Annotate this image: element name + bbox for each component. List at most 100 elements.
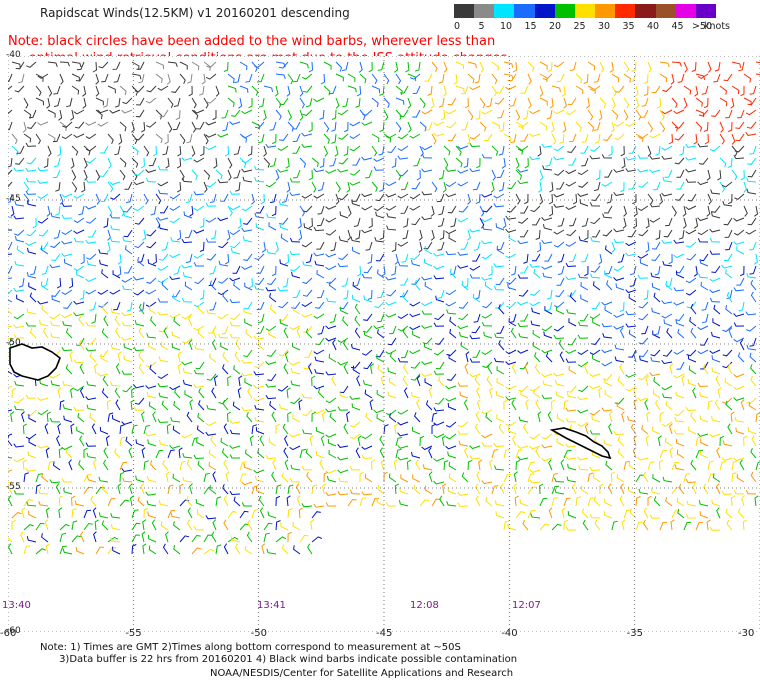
wind-barb: [110, 344, 121, 351]
wind-barb: [244, 318, 253, 327]
wind-barb: [35, 484, 41, 495]
wind-barb: [74, 500, 85, 507]
wind-barb: [603, 133, 613, 141]
wind-barb: [371, 181, 378, 192]
wind-barb: [142, 543, 147, 555]
wind-barb: [267, 373, 277, 382]
wind-barb: [78, 205, 85, 216]
wind-barb: [433, 370, 445, 375]
wind-barb: [613, 430, 625, 436]
wind-barb: [469, 168, 481, 173]
wind-barb: [343, 145, 349, 157]
wind-barb: [119, 121, 127, 132]
wind-barb: [325, 433, 337, 438]
wind-barb: [119, 436, 126, 447]
wind-barb: [447, 373, 457, 381]
wind-barb: [697, 238, 709, 243]
wind-barb: [629, 265, 637, 276]
wind-barb: [517, 240, 529, 245]
wind-barb: [328, 85, 337, 95]
wind-barb: [53, 85, 61, 95]
wind-barb: [749, 265, 757, 275]
wind-barb: [13, 457, 25, 463]
wind-barb: [227, 169, 232, 181]
wind-barb: [94, 519, 99, 531]
wind-barb: [161, 241, 169, 251]
wind-barb: [275, 423, 280, 434]
wind-barb: [537, 411, 542, 423]
wind-barb: [565, 241, 577, 247]
wind-barb: [475, 109, 481, 121]
wind-barb: [37, 121, 49, 126]
pass-time-label: 12:07: [512, 600, 541, 611]
wind-barb: [85, 442, 97, 447]
wind-barb: [169, 445, 181, 449]
wind-barb: [542, 165, 553, 171]
wind-barb: [339, 385, 349, 394]
wind-barb: [305, 253, 313, 264]
wind-barb: [14, 235, 25, 243]
wind-barb: [349, 181, 361, 186]
wind-barb: [632, 193, 637, 205]
wind-barb: [373, 409, 385, 414]
wind-barb: [589, 349, 601, 356]
wind-barb: [686, 349, 697, 357]
wind-barb: [469, 373, 481, 378]
wind-barb: [577, 456, 589, 461]
wind-barb: [691, 61, 697, 72]
wind-barb: [653, 376, 661, 387]
wind-barb: [235, 181, 241, 192]
wind-barb: [721, 181, 733, 188]
wind-barb: [98, 301, 109, 308]
wind-barb: [74, 121, 85, 129]
wind-barb: [659, 109, 665, 121]
wind-barb: [410, 373, 421, 381]
wind-barb: [285, 157, 290, 169]
wind-barb: [218, 397, 229, 405]
wind-barb: [707, 61, 712, 73]
wind-barb: [666, 328, 673, 339]
wind-barb: [109, 109, 121, 114]
wind-barb: [49, 479, 61, 484]
wind-barb: [23, 545, 31, 555]
wind-barb: [466, 133, 471, 145]
wind-barb: [88, 229, 97, 238]
wind-barb: [581, 157, 589, 167]
wind-barb: [442, 483, 447, 495]
wind-barb: [515, 449, 523, 459]
wind-barb: [447, 133, 457, 142]
wind-barb: [449, 316, 457, 327]
wind-barb: [59, 73, 64, 85]
wind-barb: [469, 358, 481, 363]
wind-barb: [331, 109, 337, 121]
wind-barb: [133, 384, 145, 389]
wind-barb: [109, 181, 121, 186]
wind-barb: [641, 97, 649, 107]
wind-barb: [391, 157, 397, 169]
wind-barb: [558, 339, 565, 351]
wind-barb: [157, 85, 169, 91]
wind-barb: [203, 472, 210, 483]
wind-barb: [605, 460, 613, 471]
wind-barb: [523, 423, 529, 435]
wind-barb: [313, 97, 325, 103]
wind-barb: [299, 448, 307, 459]
wind-barb: [505, 361, 517, 365]
wind-barb: [53, 97, 61, 107]
wind-barb: [690, 412, 697, 423]
wind-barb: [707, 400, 713, 411]
wind-barb: [394, 483, 399, 495]
wind-barb: [121, 277, 133, 283]
wind-barb: [659, 193, 663, 205]
wind-barb: [589, 430, 601, 435]
wind-barb: [457, 491, 469, 496]
wind-barb: [697, 73, 709, 79]
wind-barb: [434, 397, 445, 405]
wind-barb: [675, 319, 685, 327]
wind-barb: [39, 379, 49, 387]
wind-barb: [137, 496, 145, 507]
wind-barb: [243, 349, 253, 358]
wind-barb: [385, 502, 397, 507]
wind-barb: [425, 400, 433, 411]
wind-barb: [356, 375, 361, 387]
